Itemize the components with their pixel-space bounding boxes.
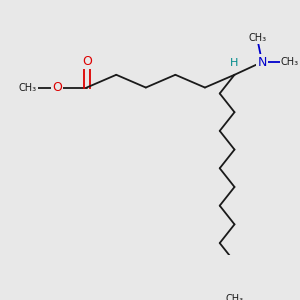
- Text: H: H: [230, 58, 239, 68]
- Text: O: O: [52, 81, 62, 94]
- Text: CH₃: CH₃: [19, 82, 37, 92]
- Text: CH₃: CH₃: [225, 294, 244, 300]
- Text: O: O: [82, 55, 92, 68]
- Text: CH₃: CH₃: [248, 33, 266, 43]
- Text: CH₃: CH₃: [280, 57, 299, 67]
- Text: N: N: [257, 56, 267, 68]
